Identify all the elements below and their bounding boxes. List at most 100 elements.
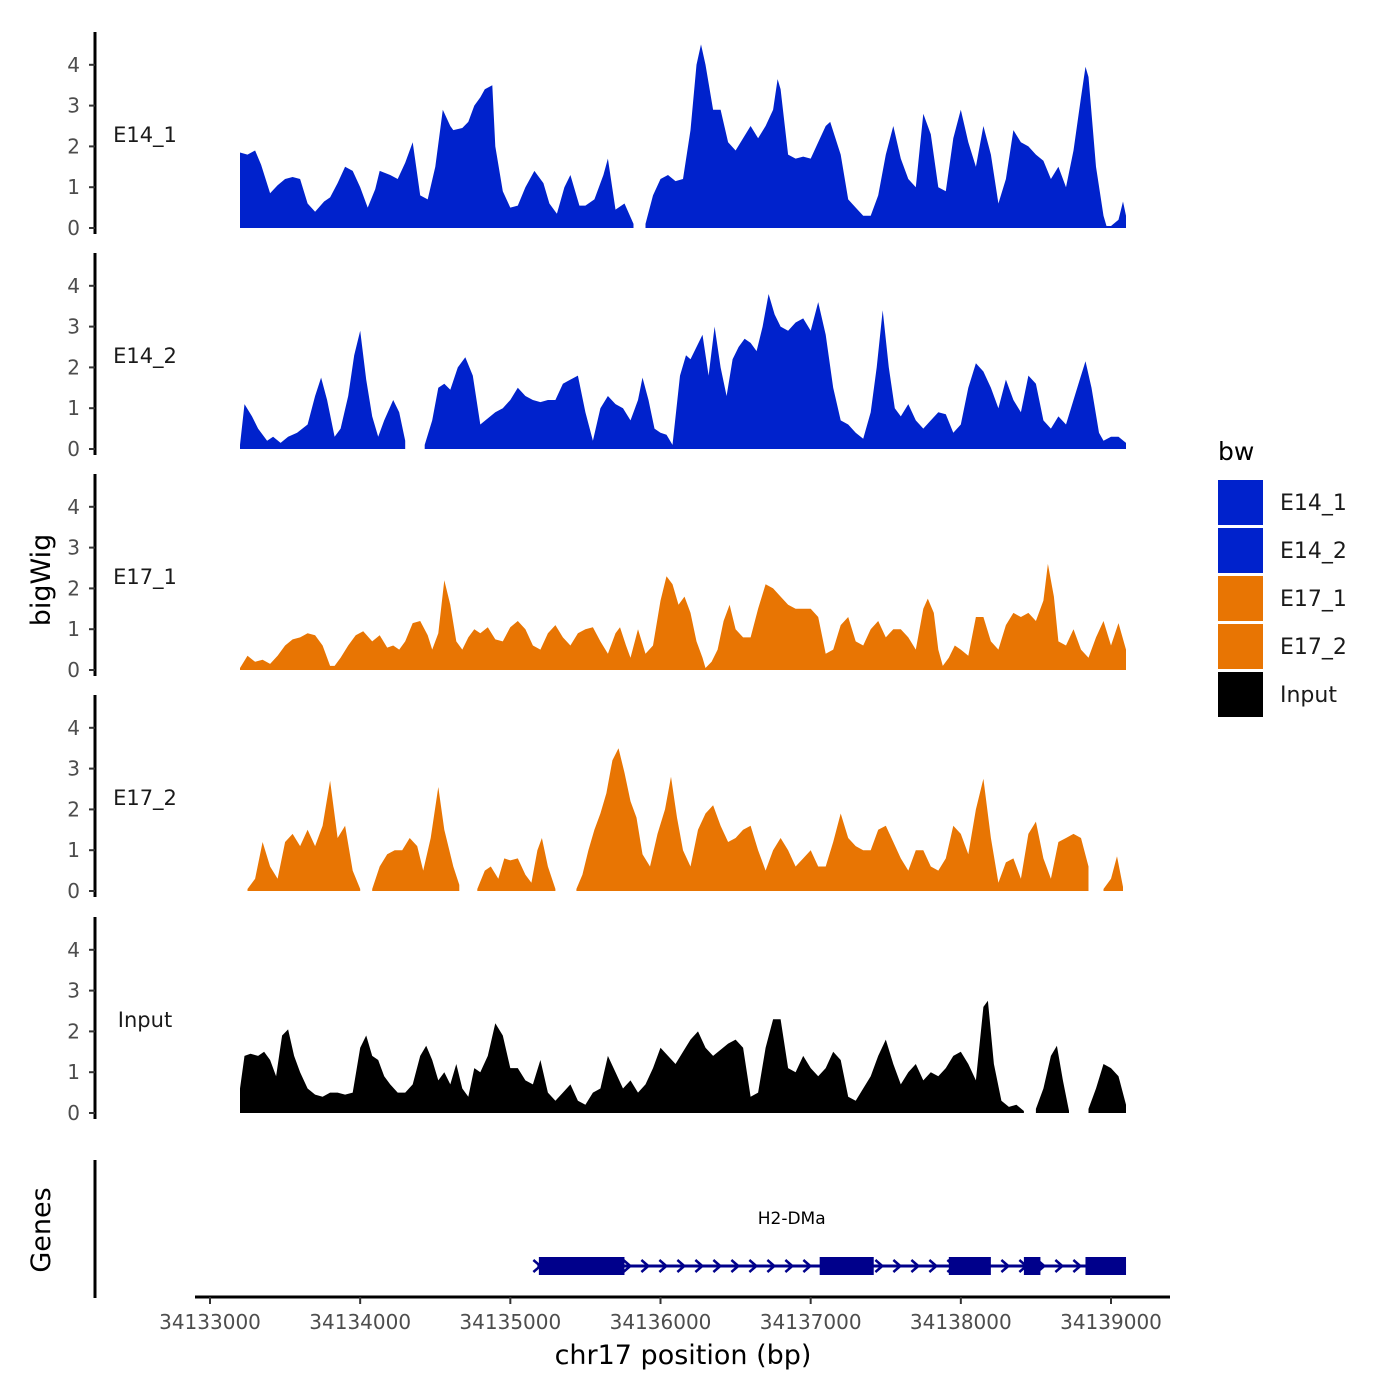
gene-H2-DMa: H2-DMa	[532, 1209, 1127, 1275]
legend-label: E17_1	[1280, 587, 1347, 612]
coverage-area-E17_1	[240, 563, 1126, 670]
coverage-area-E17_2	[576, 748, 1089, 891]
track-label: E14_2	[113, 344, 177, 369]
strand-arrow	[712, 1259, 723, 1273]
genes-axis-title: Genes	[26, 1187, 57, 1272]
legend-label: E17_2	[1280, 635, 1347, 660]
track-label: E14_1	[113, 123, 177, 148]
gene-exon	[948, 1257, 991, 1275]
legend-title: bw	[1218, 437, 1254, 466]
strand-arrow	[1000, 1259, 1011, 1273]
track-E17_1: 0 1 2 3 4 E17_1	[67, 474, 1126, 682]
track-E14_1: 0 1 2 3 4 E14_1	[67, 32, 1126, 240]
y-tick-label: 4	[67, 274, 80, 298]
track-label: E17_2	[113, 786, 177, 811]
strand-arrow	[1072, 1259, 1083, 1273]
legend-swatch	[1218, 576, 1263, 621]
y-tick-label: 0	[67, 879, 80, 903]
coverage-area-E17_2	[372, 787, 460, 891]
y-tick-label: 0	[67, 658, 80, 682]
coverage-area-E17_2	[477, 838, 556, 891]
legend-label: Input	[1280, 683, 1337, 708]
track-label: E17_1	[113, 565, 177, 590]
y-tick-label: 1	[67, 396, 80, 420]
x-tick-label: 34139000	[1060, 1310, 1162, 1334]
x-tick-label: 34138000	[910, 1310, 1012, 1334]
y-tick-label: 4	[67, 716, 80, 740]
y-tick-label: 1	[67, 1060, 80, 1084]
y-tick-label: 2	[67, 1019, 80, 1043]
strand-arrow	[928, 1259, 939, 1273]
y-tick-label: 0	[67, 437, 80, 461]
strand-arrow	[658, 1259, 669, 1273]
legend-entry-E14_1: E14_1	[1218, 480, 1347, 525]
y-tick-label: 1	[67, 175, 80, 199]
y-tick-label: 3	[67, 757, 80, 781]
strand-arrow	[766, 1259, 777, 1273]
gene-exon	[819, 1257, 874, 1275]
y-tick-label: 2	[67, 134, 80, 158]
legend-entry-E17_2: E17_2	[1218, 624, 1347, 669]
strand-arrow	[892, 1259, 903, 1273]
y-tick-label: 1	[67, 838, 80, 862]
track-E14_2: 0 1 2 3 4 E14_2	[67, 253, 1126, 461]
y-tick-label: 3	[67, 315, 80, 339]
y-axis-title: bigWig	[26, 534, 57, 627]
strand-arrow	[676, 1259, 687, 1273]
strand-arrow	[694, 1259, 705, 1273]
legend-swatch	[1218, 672, 1263, 717]
legend-label: E14_2	[1280, 539, 1347, 564]
x-axis: 34133000 34134000 34135000 34136000 34137000…	[159, 1295, 1170, 1334]
legend: bw E14_1 E14_2 E17_1 E17_2 Input	[1218, 437, 1347, 717]
gene-exon	[1085, 1257, 1127, 1275]
coverage-area-Input	[240, 1000, 1024, 1113]
legend-label: E14_1	[1280, 491, 1347, 516]
strand-arrow	[730, 1259, 741, 1273]
y-tick-label: 4	[67, 53, 80, 77]
y-tick-label: 0	[67, 216, 80, 240]
gene-name-label: H2-DMa	[758, 1209, 826, 1229]
legend-swatch	[1218, 528, 1263, 573]
coverage-area-E14_2	[240, 330, 406, 449]
coverage-area-E14_1	[240, 85, 634, 228]
legend-entry-E14_2: E14_2	[1218, 528, 1347, 573]
coverage-area-E17_2	[1103, 856, 1123, 891]
y-tick-label: 0	[67, 1101, 80, 1125]
legend-entry-E17_1: E17_1	[1218, 576, 1347, 621]
coverage-area-Input	[1035, 1045, 1069, 1113]
legend-swatch	[1218, 624, 1263, 669]
track-label: Input	[118, 1008, 172, 1032]
x-axis-title: chr17 position (bp)	[555, 1340, 812, 1371]
strand-arrow	[784, 1259, 795, 1273]
gene-exon	[538, 1257, 625, 1275]
x-tick-label: 34135000	[459, 1310, 561, 1334]
y-tick-label: 2	[67, 355, 80, 379]
y-tick-label: 4	[67, 938, 80, 962]
x-tick-label: 34137000	[760, 1310, 862, 1334]
track-E17_2: 0 1 2 3 4 E17_2	[67, 695, 1123, 903]
strand-arrow	[748, 1259, 759, 1273]
coverage-area-Input	[1088, 1064, 1126, 1113]
strand-arrow	[874, 1259, 885, 1273]
x-tick-label: 34136000	[610, 1310, 712, 1334]
strand-arrow	[802, 1259, 813, 1273]
track-Input: 0 1 2 3 4 Input	[67, 917, 1126, 1125]
coverage-area-E17_2	[247, 780, 361, 891]
coverage-area-E14_1	[645, 44, 1126, 229]
y-tick-label: 2	[67, 576, 80, 600]
y-tick-label: 4	[67, 495, 80, 519]
coverage-area-E14_2	[424, 294, 1126, 449]
gene-track: H2-DMa	[93, 1160, 1127, 1298]
strand-arrow	[910, 1259, 921, 1273]
y-tick-label: 1	[67, 617, 80, 641]
x-tick-label: 34134000	[309, 1310, 411, 1334]
y-tick-label: 2	[67, 797, 80, 821]
legend-swatch	[1218, 480, 1263, 525]
bigwig-tracks: 0 1 2 3 4 E14_1 0 1 2 3 4 E14_2 0 1 2 3 4 E17_1 0 1 2 3 4 E17_2…	[67, 32, 1126, 1125]
y-tick-label: 3	[67, 536, 80, 560]
strand-arrow	[1054, 1259, 1065, 1273]
strand-arrow	[640, 1259, 651, 1273]
legend-entry-Input: Input	[1218, 672, 1337, 717]
y-tick-label: 3	[67, 94, 80, 118]
